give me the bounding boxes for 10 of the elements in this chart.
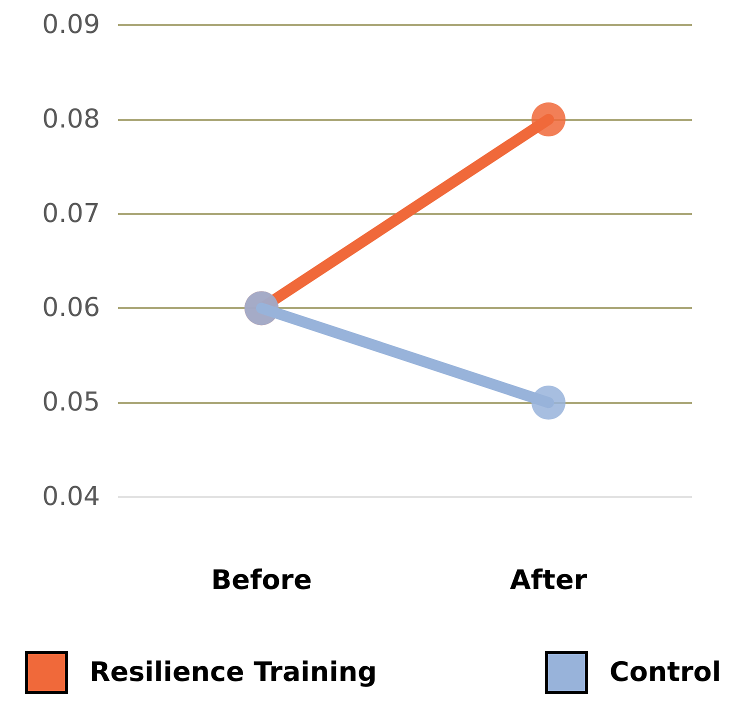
y-tick-label: 0.09 [42, 10, 100, 40]
y-tick-label: 0.04 [42, 482, 100, 512]
y-tick-label: 0.07 [42, 198, 100, 229]
legend-label: Control [610, 657, 722, 688]
x-tick-label: After [510, 565, 588, 596]
y-tick-label: 0.08 [42, 104, 100, 134]
legend-label: Resilience Training [90, 657, 377, 688]
y-tick-label: 0.05 [42, 388, 100, 418]
y-tick-label: 0.06 [42, 293, 100, 324]
x-tick-label: Before [211, 565, 312, 596]
